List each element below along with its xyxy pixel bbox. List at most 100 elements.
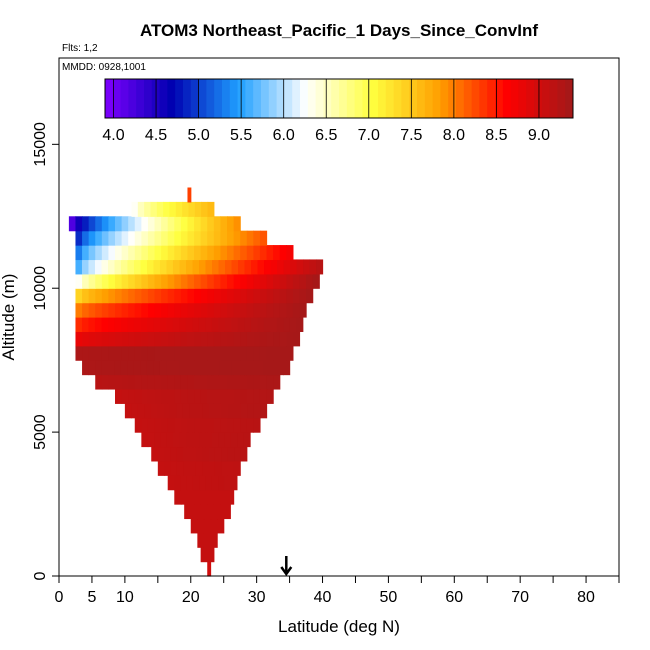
- heatmap-cell: [184, 504, 192, 520]
- colorbar-segment: [362, 79, 371, 118]
- heatmap-cell: [167, 273, 175, 289]
- heatmap-cell: [161, 216, 169, 232]
- heatmap-cell: [187, 245, 195, 261]
- heatmap-cell: [260, 403, 268, 419]
- heatmap-cell: [205, 259, 213, 275]
- heatmap-cell: [95, 288, 103, 304]
- heatmap-cell: [220, 331, 228, 347]
- heatmap-cell: [147, 216, 156, 232]
- heatmap-cell: [210, 504, 218, 520]
- heatmap-cell: [207, 331, 215, 347]
- heatmap-cell: [266, 345, 274, 361]
- heatmap-cell: [154, 331, 162, 347]
- colorbar-segment: [354, 79, 363, 118]
- heatmap-cell: [82, 345, 90, 361]
- heatmap-cell: [141, 345, 149, 361]
- heatmap-cell: [217, 518, 225, 534]
- heatmap-cell: [240, 230, 248, 246]
- heatmap-cell: [180, 374, 189, 390]
- heatmap-cell: [150, 201, 158, 217]
- heatmap-cell: [233, 288, 241, 304]
- heatmap-cell: [273, 273, 281, 289]
- heatmap-cell: [128, 374, 136, 390]
- heatmap-cell: [240, 403, 248, 419]
- heatmap-cell: [172, 360, 180, 376]
- heatmap-cell: [88, 345, 96, 361]
- heatmap-cell: [270, 360, 278, 376]
- heatmap-cell: [115, 388, 123, 404]
- heatmap-cell: [167, 331, 175, 347]
- heatmap-cell: [156, 201, 164, 217]
- colorbar-segment: [229, 79, 239, 118]
- heatmap-cell: [227, 230, 235, 246]
- heatmap-cell: [134, 302, 142, 318]
- heatmap-cell: [218, 259, 226, 275]
- arrow-head: [280, 566, 293, 577]
- heatmap-cell: [227, 245, 235, 261]
- heatmap-cell: [82, 273, 90, 289]
- heatmap-cell: [292, 273, 301, 289]
- heatmap-cell: [213, 288, 222, 304]
- heatmap-cell: [195, 446, 203, 462]
- heatmap-cell: [286, 273, 294, 289]
- colorbar-tick-label: 7.5: [400, 127, 422, 144]
- colorbar-segment: [136, 79, 145, 118]
- x-tick-label: 80: [577, 589, 595, 606]
- colorbar-segment: [370, 79, 379, 118]
- heatmap-cell: [240, 388, 248, 404]
- y-axis: 0 5000 10000 15000: [32, 122, 59, 580]
- heatmap-cell: [82, 216, 90, 232]
- heatmap-cell: [147, 331, 156, 347]
- colorbar-tick-label: 6.0: [273, 127, 295, 144]
- heatmap-cell: [146, 317, 154, 332]
- heatmap-cell: [101, 302, 110, 318]
- heatmap-cell: [157, 403, 165, 419]
- heatmap-cell: [174, 388, 182, 404]
- heatmap-cell: [134, 230, 142, 246]
- heatmap-cell: [259, 374, 268, 390]
- heatmap-cell: [146, 259, 155, 275]
- heatmap-cell: [224, 475, 232, 491]
- heatmap-cell: [101, 317, 109, 332]
- heatmap-cell: [124, 403, 132, 419]
- heatmap-cell: [208, 446, 216, 462]
- heatmap-cell: [257, 259, 265, 275]
- heatmap-cell: [169, 403, 177, 419]
- heatmap-cell: [101, 245, 110, 261]
- heatmap-cell: [174, 245, 182, 261]
- heatmap-cell: [108, 288, 116, 304]
- colorbar-segment: [175, 79, 184, 118]
- heatmap-cell: [227, 302, 235, 318]
- heatmap-cell: [115, 273, 123, 289]
- heatmap-cell: [185, 317, 193, 332]
- colorbar-segment: [120, 79, 129, 118]
- heatmap-cell: [147, 230, 156, 246]
- heatmap-cell: [179, 360, 187, 376]
- heatmap-cell: [180, 331, 189, 347]
- heatmap-cell: [200, 388, 208, 404]
- heatmap-cell: [144, 403, 152, 419]
- heatmap-cell: [246, 388, 254, 404]
- heatmap-cell: [220, 302, 228, 318]
- heatmap-cell: [128, 216, 136, 232]
- heatmap-cell: [160, 432, 168, 448]
- heatmap-cell: [161, 417, 169, 433]
- heatmap-cell: [273, 374, 281, 390]
- colorbar-segment: [448, 79, 457, 118]
- colorbar-segment: [222, 79, 231, 118]
- heatmap-cell: [114, 259, 122, 275]
- heatmap-cell: [253, 374, 261, 390]
- heatmap-cell: [192, 360, 200, 376]
- heatmap-cell: [154, 374, 162, 390]
- heatmap-cell: [200, 417, 208, 433]
- heatmap-cell: [95, 230, 103, 246]
- heatmap-cell: [182, 403, 190, 419]
- heatmap-cell: [195, 403, 203, 419]
- heatmap-cell: [141, 417, 149, 433]
- heatmap-cell: [221, 446, 229, 462]
- heatmap-cell: [101, 288, 110, 304]
- heatmap-cell: [190, 518, 198, 534]
- heatmap-cell: [200, 489, 208, 505]
- heatmap-cell: [231, 360, 239, 376]
- colorbar-segment: [261, 79, 270, 118]
